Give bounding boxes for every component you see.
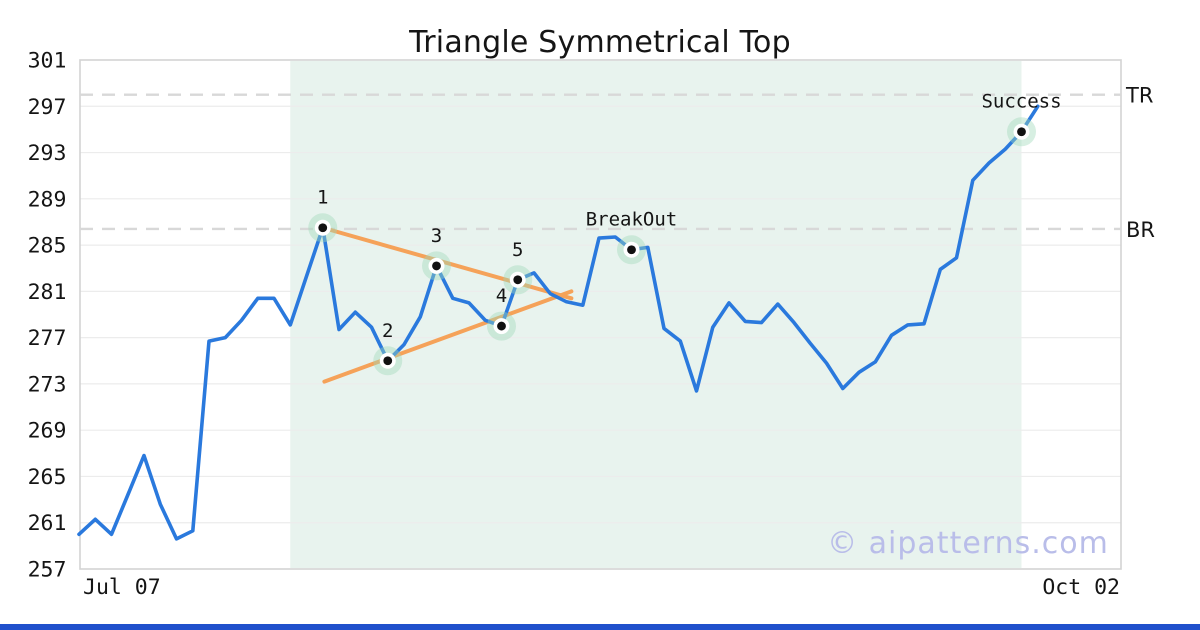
- pattern-highlight-region: [290, 61, 1022, 568]
- pattern-point-marker: [1017, 127, 1026, 137]
- y-tick-label: 285: [28, 234, 67, 259]
- trendline-upper-converging: [320, 225, 574, 301]
- y-tick-label: 273: [28, 372, 67, 397]
- plot-border: [79, 59, 1122, 570]
- marker-label-4: 4: [496, 285, 507, 307]
- y-tick-label: 277: [28, 326, 67, 351]
- level-label-br: BR: [1126, 218, 1155, 242]
- marker-label-breakout: BreakOut: [586, 209, 678, 231]
- y-tick-label: 265: [28, 465, 67, 490]
- trendline-lower-converging: [322, 289, 574, 384]
- marker-label-3: 3: [431, 225, 442, 247]
- y-tick-label: 257: [28, 558, 67, 583]
- chart-title: Triangle Symmetrical Top: [409, 25, 791, 60]
- marker-label-5: 5: [512, 239, 523, 261]
- pattern-point-marker: [497, 321, 506, 331]
- watermark: © aipatterns.com: [827, 526, 1109, 561]
- pattern-point-marker: [318, 223, 328, 233]
- y-tick-label: 269: [28, 419, 67, 444]
- y-tick-label: 281: [28, 280, 67, 305]
- marker-label-1: 1: [317, 187, 328, 209]
- y-tick-label: 289: [28, 187, 67, 212]
- pattern-point-marker: [383, 356, 393, 366]
- footer-accent-bar: [0, 624, 1200, 630]
- pattern-point-marker: [432, 261, 441, 271]
- marker-label-success: Success: [981, 91, 1061, 113]
- x-tick-label-start: Jul 07: [83, 575, 161, 600]
- y-tick-label: 293: [28, 141, 67, 166]
- price-line: [77, 104, 1040, 541]
- level-label-tr: TR: [1125, 84, 1153, 108]
- pattern-point-marker: [627, 245, 636, 255]
- y-tick-label: 261: [28, 511, 67, 536]
- y-tick-label: 297: [28, 95, 67, 120]
- marker-label-2: 2: [382, 320, 393, 342]
- y-tick-label: 301: [28, 49, 67, 74]
- x-tick-label-end: Oct 02: [1042, 575, 1120, 600]
- pattern-point-marker: [513, 275, 523, 285]
